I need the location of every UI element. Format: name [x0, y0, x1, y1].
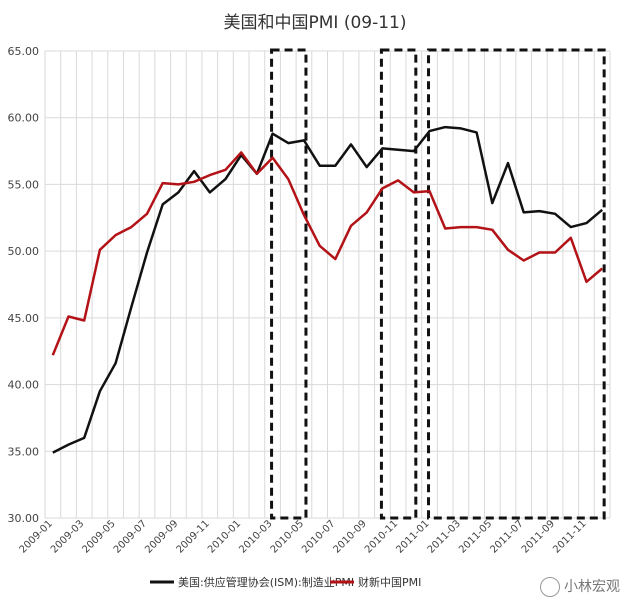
highlight-box	[270, 48, 308, 520]
x-tick-label: 2010-09	[332, 518, 369, 555]
y-tick-label: 40.00	[8, 379, 40, 392]
y-tick-label: 35.00	[8, 445, 40, 458]
x-tick-label: 2009-11	[175, 518, 212, 555]
legend-label-1: 美国:供应管理协会(ISM):制造业PMI	[178, 575, 354, 589]
x-tick-label: 2010-07	[300, 518, 337, 555]
highlight-box	[379, 48, 418, 520]
watermark: 小林宏观	[540, 576, 620, 597]
series-lines	[51, 125, 604, 454]
x-tick-label: 2011-07	[488, 518, 525, 555]
x-tick-label: 2009-05	[80, 518, 117, 555]
chart-title: 美国和中国PMI (09-11)	[223, 13, 407, 33]
y-tick-label: 30.00	[8, 512, 40, 525]
legend-label-2: 财新中国PMI	[358, 575, 421, 589]
series-line-2	[51, 151, 604, 356]
series-line-1	[52, 125, 604, 454]
x-tick-label: 2010-05	[269, 518, 306, 555]
y-tick-label: 45.00	[8, 312, 40, 325]
watermark-text: 小林宏观	[564, 579, 620, 595]
x-tick-label: 2009-09	[143, 518, 180, 555]
y-tick-label: 65.00	[8, 45, 40, 58]
x-tick-label: 2010-01	[206, 518, 243, 555]
y-tick-label: 60.00	[8, 112, 40, 125]
x-tick-label: 2011-11	[551, 518, 588, 555]
x-tick-label: 2011-01	[394, 518, 431, 555]
wechat-icon	[540, 577, 560, 597]
y-tick-label: 55.00	[8, 178, 40, 191]
x-tick-label: 2010-11	[363, 518, 400, 555]
x-axis-ticks: 2009-012009-032009-052009-072009-092009-…	[18, 518, 589, 555]
x-tick-label: 2011-03	[426, 518, 463, 555]
highlight-box	[427, 48, 606, 520]
grid-lines	[44, 50, 611, 519]
y-tick-label: 50.00	[8, 245, 40, 258]
x-tick-label: 2011-09	[520, 518, 557, 555]
legend: 美国:供应管理协会(ISM):制造业PMI 财新中国PMI	[150, 575, 421, 589]
x-tick-label: 2009-07	[112, 518, 149, 555]
y-axis-ticks: 30.00 35.00 40.00 45.00 50.00 55.00 60.00 65.00	[8, 45, 40, 525]
x-tick-label: 2010-03	[237, 518, 274, 555]
x-tick-label: 2009-03	[49, 518, 86, 555]
x-tick-label: 2011-05	[457, 518, 494, 555]
highlight-boxes	[270, 48, 606, 520]
